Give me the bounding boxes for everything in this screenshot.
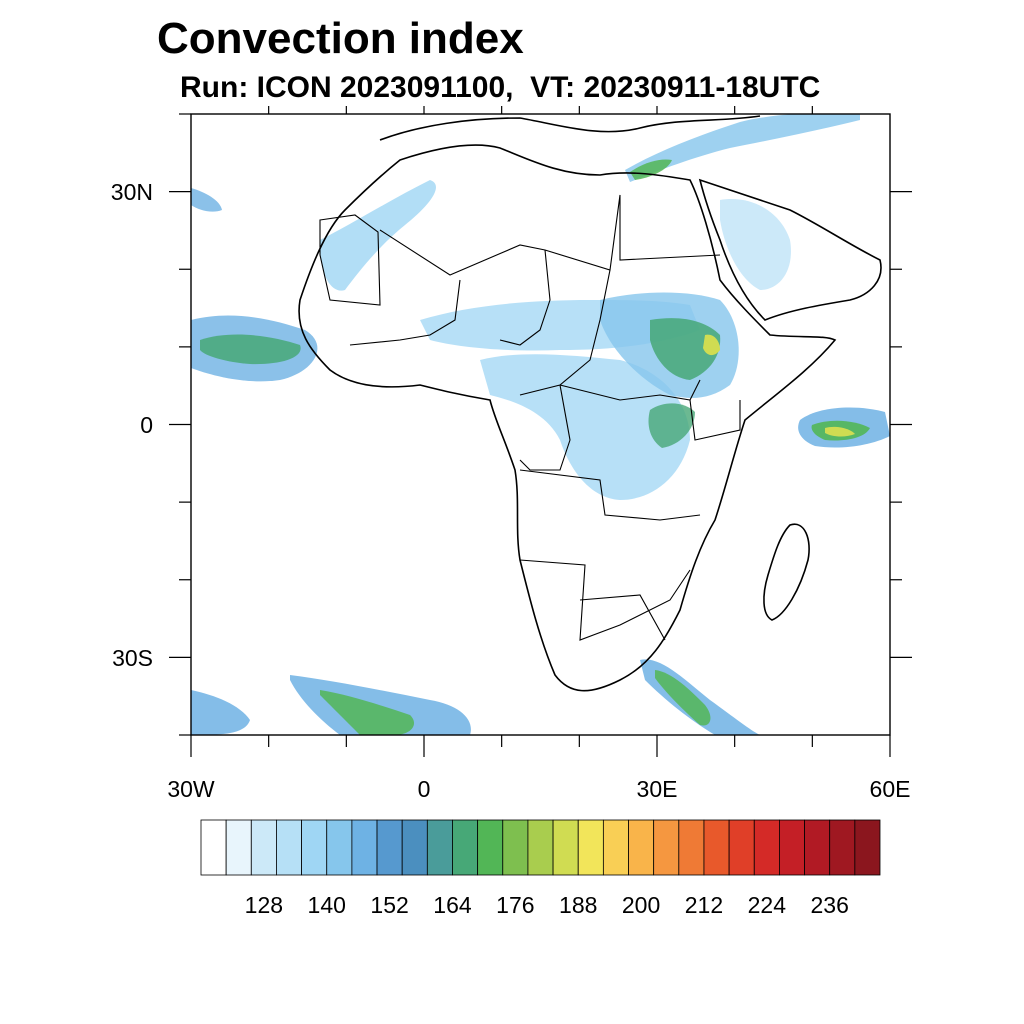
convection-core-southeast-africa [655, 670, 711, 726]
x-tick-label-0: 0 [418, 776, 431, 802]
convection-area-nw-corner [191, 188, 222, 212]
x-tick-label-30e: 30E [637, 776, 678, 802]
arabia-coastline [698, 178, 882, 321]
colorbar-swatch [804, 819, 831, 876]
convection-core-ethiopia [650, 318, 721, 380]
convection-core-south-atlantic [320, 690, 415, 735]
map-frame [190, 113, 891, 736]
colorbar-swatch [426, 819, 453, 876]
colorbar-swatch [653, 819, 680, 876]
colorbar-label: 176 [496, 892, 534, 918]
colorbar-swatch [753, 819, 780, 876]
colorbar-swatch [854, 819, 881, 876]
colorbar-swatch [527, 819, 554, 876]
convection-area-arabia [720, 199, 791, 290]
colorbar-swatch [602, 819, 629, 876]
y-tick-label-0: 0 [140, 412, 153, 438]
africa-coastline [298, 144, 837, 692]
convection-area-south-atlantic [290, 675, 471, 735]
colorbar-label: 152 [370, 892, 408, 918]
country-border [519, 269, 611, 396]
convection-area-southwest-corner [191, 690, 250, 735]
colorbar-swatch [502, 819, 529, 876]
europe-coastline [379, 115, 761, 141]
colorbar-swatch [628, 819, 655, 876]
borders-layer [319, 194, 741, 641]
colorbar-label: 128 [245, 892, 283, 918]
country-border [519, 559, 691, 641]
colorbar-label: 188 [559, 892, 597, 918]
convection-core-mediterranean [630, 159, 672, 180]
x-tick-label-60e: 60E [870, 776, 911, 802]
colorbar-swatch [703, 819, 730, 876]
y-tick-label-30n: 30N [111, 179, 153, 205]
colorbar-labels: 128 140 152 164 176 188 200 212 224 236 [245, 892, 849, 918]
country-border [559, 379, 701, 401]
colorbar-swatch [326, 819, 353, 876]
colorbar-label: 224 [748, 892, 787, 918]
colorbar-swatch [351, 819, 378, 876]
country-border [579, 594, 666, 641]
axis-ticks [169, 106, 912, 757]
colorbar-label: 140 [308, 892, 346, 918]
colorbar-swatch [200, 819, 227, 876]
x-tick-label-30w: 30W [167, 776, 215, 802]
convection-field-layer [191, 114, 890, 735]
colorbar-swatch [779, 819, 805, 876]
colorbar-swatch [728, 819, 755, 876]
convection-area-mediterranean [625, 114, 860, 182]
map-subtitle: Run: ICON 2023091100, VT: 20230911-18UTC [180, 71, 821, 104]
country-border [519, 384, 571, 471]
country-border [349, 279, 461, 346]
y-tick-label-30s: 30S [112, 645, 153, 671]
colorbar-swatch [829, 819, 856, 876]
colorbar-swatch [552, 819, 579, 876]
convection-core-atlantic-west [200, 334, 301, 365]
madagascar-coastline [763, 523, 810, 621]
colorbar-label: 164 [433, 892, 472, 918]
colorbar-swatch [401, 819, 428, 876]
x-axis-labels: 30W 0 30E 60E [167, 776, 910, 802]
colorbar-swatch [301, 819, 328, 876]
colorbar-swatch [376, 819, 403, 876]
convection-peak-indian-ocean [825, 426, 855, 437]
colorbar-swatch [678, 819, 705, 876]
colorbar-swatch [276, 819, 302, 876]
coastline-layer [298, 115, 882, 692]
colorbar-swatch [477, 819, 504, 876]
country-border [519, 469, 701, 521]
colorbar-swatch [452, 819, 479, 876]
colorbar-swatch [225, 819, 252, 876]
country-border [499, 249, 551, 346]
colorbar [200, 819, 881, 876]
y-axis-labels: 30N 0 30S [111, 179, 153, 671]
convection-area-central-africa [480, 354, 690, 500]
country-border [319, 214, 381, 306]
colorbar-label: 236 [811, 892, 849, 918]
colorbar-label: 200 [622, 892, 660, 918]
convection-area-east-africa [648, 403, 695, 448]
map-title: Convection index [157, 14, 524, 63]
country-border [379, 194, 721, 276]
colorbar-swatch [577, 819, 604, 876]
colorbar-swatch [250, 819, 277, 876]
convection-peak-ethiopia [703, 334, 720, 356]
country-border [689, 399, 741, 441]
colorbar-label: 212 [685, 892, 723, 918]
